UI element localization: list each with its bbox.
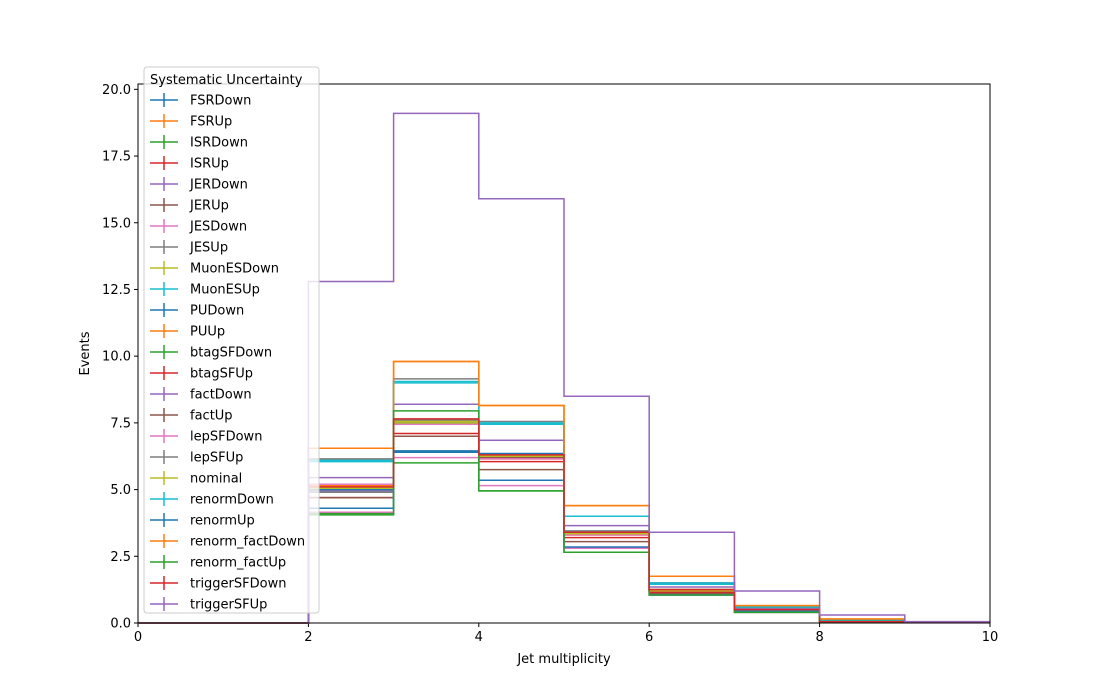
axis-ticks: 0 2 4 6 8 10 0.0 2.5 5.0 7.5 10.0 12.5 15.0 17.5 20.0 (102, 83, 998, 645)
legend-item: triggerSFUp (150, 597, 267, 613)
legend-label: renorm_factUp (190, 556, 286, 571)
legend-item: JESDown (150, 219, 247, 235)
legend-box (143, 66, 320, 614)
y-tick-label: 20.0 (102, 83, 131, 98)
legend-item: btagSFDown (150, 345, 272, 361)
legend-item: lepSFUp (150, 450, 243, 466)
legend-item: btagSFUp (150, 366, 253, 382)
y-tick-label: 15.0 (102, 216, 131, 231)
x-tick-label: 6 (645, 630, 653, 645)
y-tick-label: 5.0 (110, 483, 131, 498)
legend-label: renormDown (190, 493, 274, 508)
legend-item: JERUp (150, 198, 229, 214)
x-axis-label: Jet multiplicity (516, 652, 611, 667)
legend-label: btagSFUp (190, 367, 253, 382)
legend-label: ISRDown (190, 136, 248, 151)
y-tick-label: 10.0 (102, 350, 131, 365)
legend-item: JERDown (150, 177, 248, 193)
legend-label: PUUp (190, 325, 225, 340)
legend-title: Systematic Uncertainty (150, 73, 303, 88)
legend-item: renorm_factUp (150, 555, 286, 571)
y-tick-label: 0.0 (110, 617, 131, 632)
x-tick-label: 0 (134, 630, 142, 645)
legend-label: JERUp (189, 199, 229, 214)
legend-item: triggerSFDown (150, 576, 286, 592)
legend-item: ISRUp (150, 156, 229, 172)
legend-item: JESUp (150, 240, 228, 256)
legend-item: PUDown (150, 303, 244, 319)
y-axis-label: Events (78, 331, 93, 375)
legend-item: ISRDown (150, 135, 248, 151)
legend-label: lepSFUp (190, 451, 243, 466)
legend-label: triggerSFDown (190, 577, 286, 592)
legend: Systematic Uncertainty FSRDown FSRUp ISRDo… (143, 66, 320, 614)
legend-label: ISRUp (190, 157, 229, 172)
legend-label: lepSFDown (190, 430, 262, 445)
legend-item: MuonESUp (150, 282, 260, 298)
x-tick-label: 10 (982, 630, 999, 645)
legend-label: MuonESDown (190, 262, 279, 277)
legend-label: renormUp (190, 514, 255, 529)
legend-item: factUp (150, 408, 233, 424)
legend-label: renorm_factDown (190, 535, 305, 550)
legend-label: JERDown (189, 178, 248, 193)
plot-frame (137, 83, 991, 624)
legend-item: renormDown (150, 492, 274, 508)
x-tick-label: 8 (815, 630, 823, 645)
legend-label: factDown (190, 388, 252, 403)
legend-item: renormUp (150, 513, 255, 529)
legend-item: renorm_factDown (150, 534, 305, 550)
legend-item: FSRDown (150, 93, 251, 109)
legend-label: triggerSFUp (190, 598, 267, 613)
legend-label: nominal (190, 472, 242, 487)
legend-item: lepSFDown (150, 429, 262, 445)
legend-label: MuonESUp (190, 283, 260, 298)
legend-label: factUp (190, 409, 233, 424)
legend-label: btagSFDown (190, 346, 272, 361)
y-tick-label: 7.5 (110, 416, 131, 431)
legend-item: MuonESDown (150, 261, 279, 277)
legend-item: nominal (150, 471, 242, 487)
legend-label: FSRUp (190, 115, 232, 130)
legend-label: JESDown (189, 220, 247, 235)
y-tick-label: 2.5 (110, 550, 131, 565)
x-tick-label: 2 (304, 630, 312, 645)
legend-items: FSRDown FSRUp ISRDown ISRUp JERDown JERUp JESD… (150, 93, 305, 613)
legend-label: FSRDown (190, 94, 251, 109)
legend-label: JESUp (189, 241, 228, 256)
y-tick-label: 12.5 (102, 283, 131, 298)
legend-label: PUDown (190, 304, 244, 319)
y-tick-label: 17.5 (102, 150, 131, 165)
x-tick-label: 4 (475, 630, 483, 645)
legend-item: factDown (150, 387, 252, 403)
legend-item: FSRUp (150, 114, 232, 130)
legend-item: PUUp (150, 324, 225, 340)
